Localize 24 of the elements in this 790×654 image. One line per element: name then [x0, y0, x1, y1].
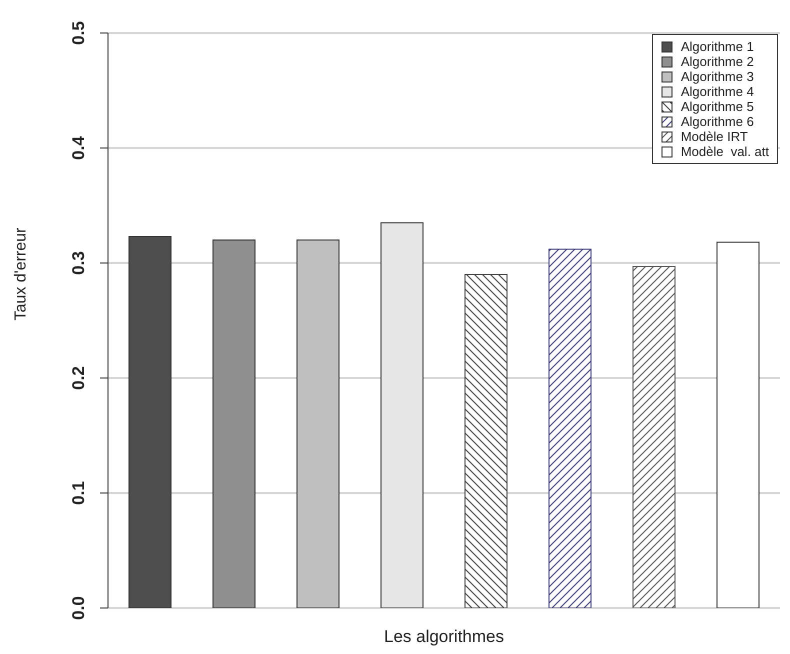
legend-label: Algorithme 6: [680, 114, 754, 129]
y-tick-label: 0.1: [69, 481, 88, 505]
legend-label: Algorithme 2: [680, 54, 754, 69]
y-tick-label: 0.4: [69, 136, 88, 160]
bar: [380, 222, 424, 608]
legend-label: Modèle val. att: [680, 144, 769, 159]
bar: [716, 242, 760, 608]
y-axis-title: Taux d'erreur: [12, 226, 30, 320]
bar: [296, 240, 340, 608]
legend-label: Algorithme 1: [680, 39, 754, 54]
legend-label: Algorithme 5: [680, 99, 754, 114]
bar: [128, 236, 172, 608]
bar: [212, 240, 256, 608]
legend-label: Modèle IRT: [680, 129, 748, 144]
bar: [548, 248, 592, 608]
y-tick-label: 0.3: [69, 251, 88, 275]
bar: [632, 266, 676, 608]
y-tick-label: 0.2: [69, 366, 88, 390]
legend-label: Algorithme 4: [680, 84, 754, 99]
x-axis-title: Les algorithmes: [384, 627, 504, 646]
legend-label: Algorithme 3: [680, 69, 754, 84]
bar: [464, 274, 508, 608]
y-tick-label: 0.0: [69, 596, 88, 620]
y-tick-label: 0.5: [69, 21, 88, 45]
